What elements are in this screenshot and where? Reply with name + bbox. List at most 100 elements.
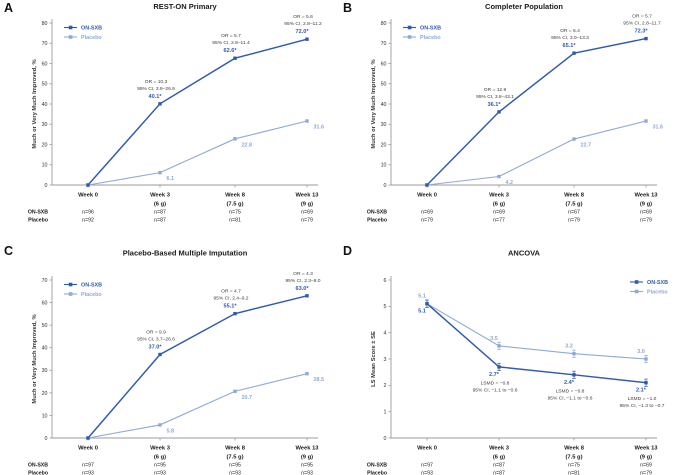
y-tick-label: 10 [42, 163, 48, 169]
y-tick-label: 80 [381, 21, 387, 27]
data-point [644, 357, 648, 361]
stat-annotation: OR = 5.6 [293, 14, 313, 20]
y-tick-label: 6 [384, 278, 387, 284]
stat-annotation: OR = 5.7 [632, 14, 652, 20]
n-value: n=87 [154, 218, 166, 224]
n-row-label: Placebo [28, 218, 48, 224]
data-point [158, 170, 162, 175]
point-label: 31.6 [653, 125, 664, 131]
stat-annotation: 95% CI, 2.3–8.0 [285, 278, 320, 284]
y-tick-label: 2 [384, 383, 387, 389]
y-tick-label: 20 [42, 142, 48, 148]
stat-annotation: 95% CI, 3.0–13.3 [551, 35, 589, 41]
data-point [644, 119, 648, 123]
n-value: n=93 [301, 471, 313, 475]
data-point [86, 183, 90, 187]
data-point [572, 352, 576, 356]
data-point [233, 137, 237, 141]
y-tick-label: 40 [42, 102, 48, 108]
series-line-on-sxb [87, 295, 308, 439]
n-value: n=87 [493, 463, 505, 469]
y-tick-label: 30 [381, 122, 387, 128]
legend-label: ON-SXB [420, 26, 441, 32]
x-tick-label: Week 8 [564, 446, 585, 452]
n-value: n=69 [493, 210, 505, 216]
data-point [644, 36, 648, 41]
y-tick-label: 60 [42, 300, 48, 306]
data-point [497, 344, 501, 348]
n-row-label: ON-SXB [28, 463, 48, 469]
stat-annotation: OR = 9.9 [146, 329, 166, 335]
y-tick-label: 40 [381, 102, 387, 108]
y-tick-label: 1 [384, 410, 387, 416]
point-label: 3.5 [490, 336, 498, 342]
n-value: n=96 [82, 210, 94, 216]
series-line-on-sxb [426, 303, 647, 384]
y-axis-title: Much or Very Much Improved, % [32, 59, 38, 148]
x-dose-label: (6 g) [154, 202, 166, 208]
legend-label: ON-SXB [81, 26, 102, 32]
stat-annotation: 95% CI, −1.1 to −0.6 [548, 395, 593, 401]
legend-label: Placebo [81, 292, 102, 298]
panel-c: C Placebo-Based Multiple Imputation 0 10 20… [0, 238, 338, 475]
stat-annotation: 95% CI, −1.3 to −0.7 [620, 403, 665, 409]
y-tick-label: 70 [42, 278, 48, 284]
n-value: n=87 [493, 471, 505, 475]
y-tick-label: 3 [384, 357, 387, 363]
y-tick-label: 80 [42, 21, 48, 27]
stat-annotation: OR = 10.3 [145, 79, 168, 85]
point-label: 36.1* [487, 102, 501, 108]
n-value: n=95 [229, 463, 241, 469]
n-value: n=77 [493, 218, 505, 224]
point-label: 72.3* [634, 29, 648, 35]
stat-annotation: 95% CI, 2.8–11.2 [284, 21, 322, 27]
y-tick-label: 50 [42, 323, 48, 329]
x-tick-label: Week 13 [295, 193, 319, 199]
y-tick-label: 20 [381, 142, 387, 148]
panel-c-chart: Placebo-Based Multiple Imputation 0 10 20 30… [28, 249, 324, 475]
n-row-label: ON-SXB [367, 210, 387, 216]
point-label: 3.0 [637, 349, 645, 355]
panel-d: D ANCOVA 0 1 2 3 4 5 6 LS Mean Score ± SE 5.1 3.5 3… [339, 238, 677, 475]
x-tick-label: Week 0 [78, 193, 98, 199]
x-dose-label: (9 g) [301, 455, 313, 461]
panel-letter-c: C [4, 244, 14, 258]
data-point [233, 56, 237, 60]
x-dose-label: (9 g) [640, 455, 652, 461]
n-value: n=92 [82, 218, 94, 224]
y-tick-label: 50 [381, 82, 387, 88]
panel-b-chart: Completer Population 0 10 20 30 40 50 60 70 80 Muc… [367, 2, 664, 224]
series-line-placebo [426, 303, 647, 360]
stat-annotation: OR = 5.7 [221, 33, 241, 39]
data-point [305, 119, 309, 123]
y-tick-label: 4 [384, 331, 387, 337]
x-dose-label: (7.5 g) [226, 202, 243, 208]
stat-annotation: OR = 4.3 [293, 271, 313, 277]
point-label: 3.2 [565, 344, 573, 350]
legend-label: ON-SXB [647, 280, 668, 286]
stat-annotation: 95% CI, 3.8–43.1 [476, 94, 514, 100]
n-value: n=93 [421, 471, 433, 475]
data-point [233, 389, 237, 393]
y-tick-label: 60 [42, 61, 48, 67]
point-label: 72.0* [295, 29, 309, 35]
panel-letter-b: B [343, 1, 353, 15]
legend-label: Placebo [647, 290, 668, 296]
stat-annotation: OR = 4.7 [221, 289, 241, 295]
x-tick-label: Week 13 [634, 193, 658, 199]
panel-d-chart: ANCOVA 0 1 2 3 4 5 6 LS Mean Score ± SE 5.1 3.5 3.2… [367, 249, 669, 475]
stat-annotation: OR = 6.4 [560, 28, 580, 34]
n-value: n=67 [568, 210, 580, 216]
point-label: 31.6 [314, 125, 325, 131]
data-point [305, 37, 309, 41]
n-value: n=81 [229, 218, 241, 224]
x-dose-label: (6 g) [493, 202, 505, 208]
legend-marker [68, 292, 73, 296]
data-point [233, 311, 237, 316]
n-row-label: ON-SXB [367, 463, 387, 469]
legend-marker [634, 289, 639, 294]
x-tick-label: Week 8 [564, 193, 585, 199]
point-label: 6.1 [167, 176, 175, 182]
n-value: n=75 [568, 463, 580, 469]
x-tick-label: Week 13 [295, 446, 319, 452]
